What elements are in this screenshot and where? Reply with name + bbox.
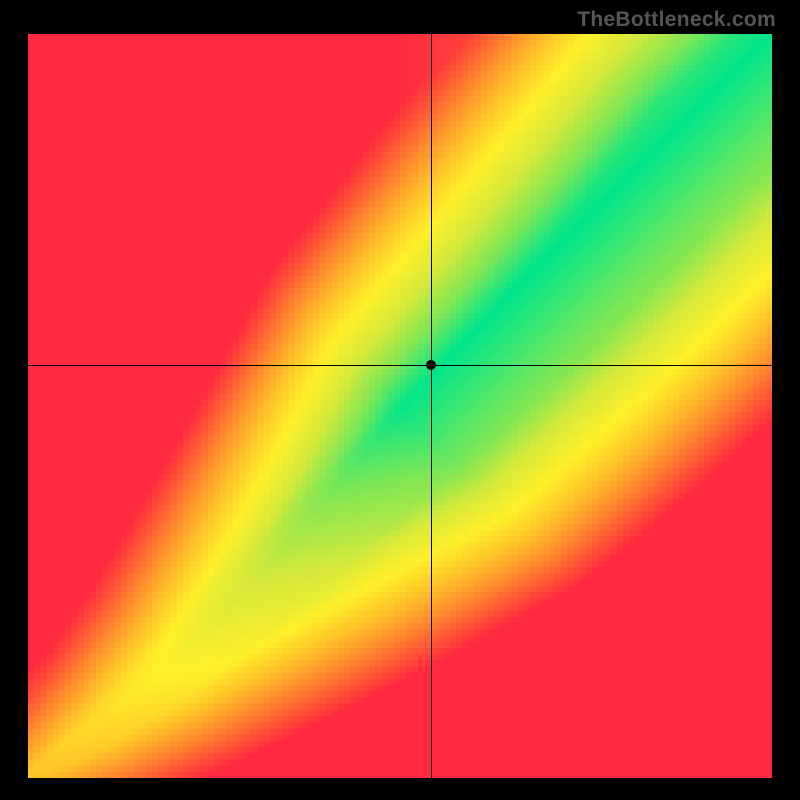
watermark-text: TheBottleneck.com bbox=[577, 8, 776, 32]
heatmap-canvas bbox=[28, 34, 772, 778]
crosshair-vertical bbox=[431, 34, 432, 778]
crosshair-horizontal bbox=[28, 365, 772, 366]
crosshair-marker bbox=[426, 360, 436, 370]
heatmap-plot bbox=[28, 34, 772, 778]
